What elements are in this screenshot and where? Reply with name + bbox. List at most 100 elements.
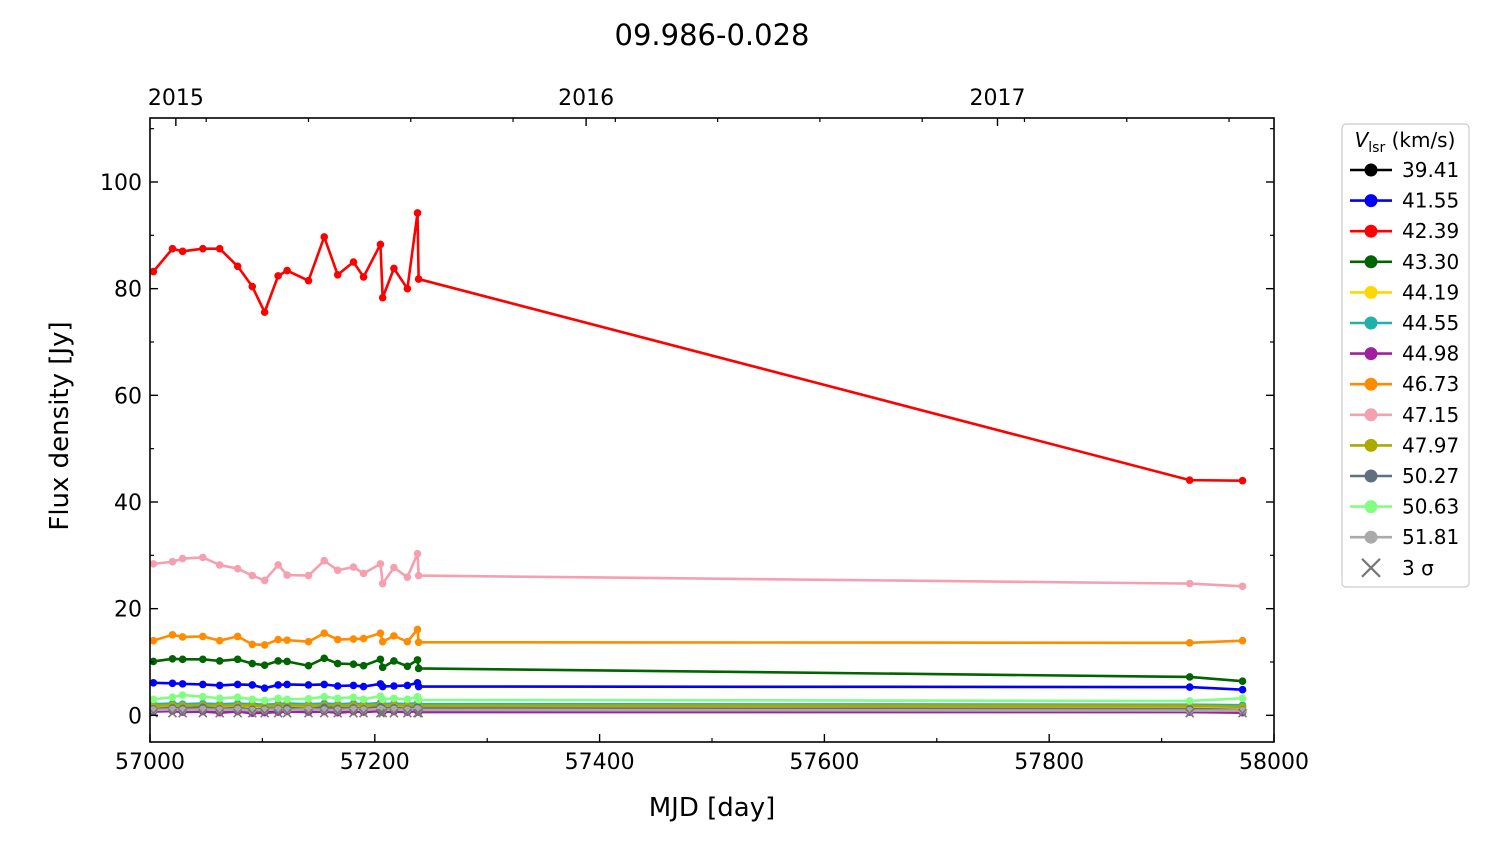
data-point [413,656,422,664]
data-point [199,632,207,641]
legend-marker [1364,469,1378,483]
legend-marker [1364,438,1378,452]
y-tick-label: 20 [114,598,142,623]
data-point [333,635,342,644]
sigma3-marker [389,708,399,718]
data-point [168,557,177,566]
data-point [178,691,187,699]
x-tick-label: 57600 [789,750,859,775]
data-point [390,694,398,703]
y-tick-label: 40 [114,491,142,516]
data-point [1185,673,1194,681]
data-point [1238,706,1247,715]
data-point [274,681,282,689]
data-point [359,695,368,704]
data-point [349,693,358,701]
sigma3-marker [1185,708,1195,718]
data-point [403,662,412,671]
data-point [349,635,358,643]
data-point [304,571,313,580]
legend-label: 50.63 [1402,495,1459,519]
data-point [233,632,242,641]
data-point [233,262,242,271]
legend-item-44.98: 44.98 [1350,342,1459,366]
data-point [320,233,329,241]
x-tick-label: 57800 [1014,750,1084,775]
data-point [274,657,282,665]
sigma3-marker [1237,708,1248,718]
sigma3-marker [348,708,359,718]
series-42.39 [149,209,1247,485]
data-point [215,561,224,569]
data-point [215,244,224,253]
series-line [152,628,1243,647]
data-point [233,564,242,573]
legend-marker [1364,530,1378,544]
legend-item-44.55: 44.55 [1350,311,1459,335]
legend-item-47.15: 47.15 [1350,403,1459,427]
data-point [304,695,313,703]
data-point [248,706,257,715]
y-tick-label: 60 [114,384,142,409]
data-point [349,258,358,266]
sigma3-marker [233,708,243,718]
data-point [168,631,177,639]
data-point [233,680,242,689]
data-point [333,566,342,575]
sigma3-marker [215,708,225,718]
legend-marker [1364,224,1378,238]
data-point [304,637,313,646]
data-point [168,655,177,663]
data-point [1185,579,1194,588]
data-point [359,634,368,643]
sigma3-marker [273,708,283,718]
sigma3-marker [178,708,188,718]
legend-marker [1364,377,1378,391]
ticks-layer: 57000 57200 57400 57600 57800 58000 0 20 40 60 80 1… [100,86,1309,775]
series-line [153,656,1243,683]
legend-item-44.19: 44.19 [1350,280,1459,304]
data-point [414,275,423,283]
legend-marker [1364,285,1378,299]
data-point [378,293,387,302]
legend-marker [1364,163,1378,177]
data-point [1238,636,1247,645]
data-point [390,563,398,572]
data-point [149,560,158,568]
data-point [199,680,207,689]
legend-item-43.30: 43.30 [1350,250,1459,274]
data-point [274,272,282,280]
data-point [168,244,177,253]
data-point [320,629,329,637]
data-point [359,661,368,670]
data-point [333,271,342,279]
data-point [376,240,385,249]
data-point [248,282,257,291]
plot-frame [149,117,1275,743]
sigma3-marker [260,708,270,718]
data-point [233,655,242,664]
data-point [304,276,313,285]
data-point [320,692,329,701]
series-line [153,693,1243,703]
legend-title-sub: lsr [1368,140,1385,156]
sigma3-marker [282,708,292,718]
legend-label: 44.55 [1402,311,1459,335]
sigma3-marker [402,708,412,718]
series-line [153,707,1243,712]
data-point [283,695,291,704]
data-point [349,660,358,668]
top-year-label: 2015 [148,86,204,111]
series-line [152,211,1243,482]
data-point [260,696,269,705]
legend-item-46.73: 46.73 [1350,372,1459,396]
data-point [349,563,358,571]
legend-item-50.63: 50.63 [1350,495,1459,519]
data-point [1185,706,1194,715]
data-point [1185,476,1194,484]
sigma3-markers [148,708,1248,718]
legend-label: 50.27 [1402,464,1459,488]
series-line [153,681,1243,692]
data-point [349,681,358,690]
